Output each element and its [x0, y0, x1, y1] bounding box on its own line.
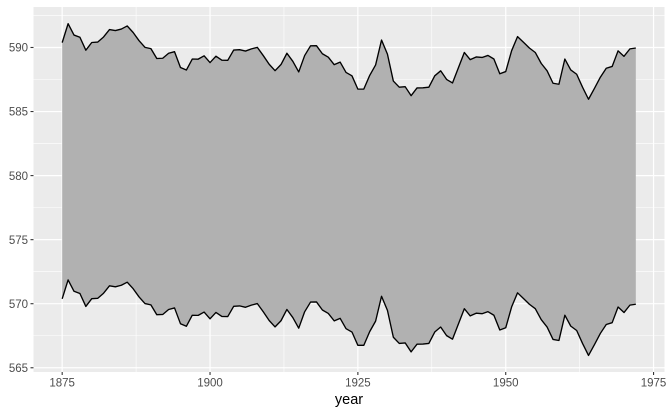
x-tick-label: 1925 [345, 378, 371, 390]
x-tick-label: 1875 [49, 378, 75, 390]
y-tick-label: 575 [9, 235, 28, 247]
lower-boundary-line [61, 279, 636, 357]
y-tick-label: 590 [9, 43, 28, 55]
y-tick-label: 570 [9, 299, 28, 311]
ribbon-area [62, 23, 636, 356]
x-tick-label: 1900 [197, 378, 223, 390]
y-tick-label: 580 [9, 171, 28, 183]
y-tick-label: 585 [9, 107, 28, 119]
y-tick-label: 565 [9, 363, 28, 375]
upper-boundary-line [61, 22, 636, 100]
x-tick-label: 1950 [493, 378, 519, 390]
x-axis-title: year [334, 392, 364, 408]
x-tick-label: 1975 [641, 378, 667, 390]
